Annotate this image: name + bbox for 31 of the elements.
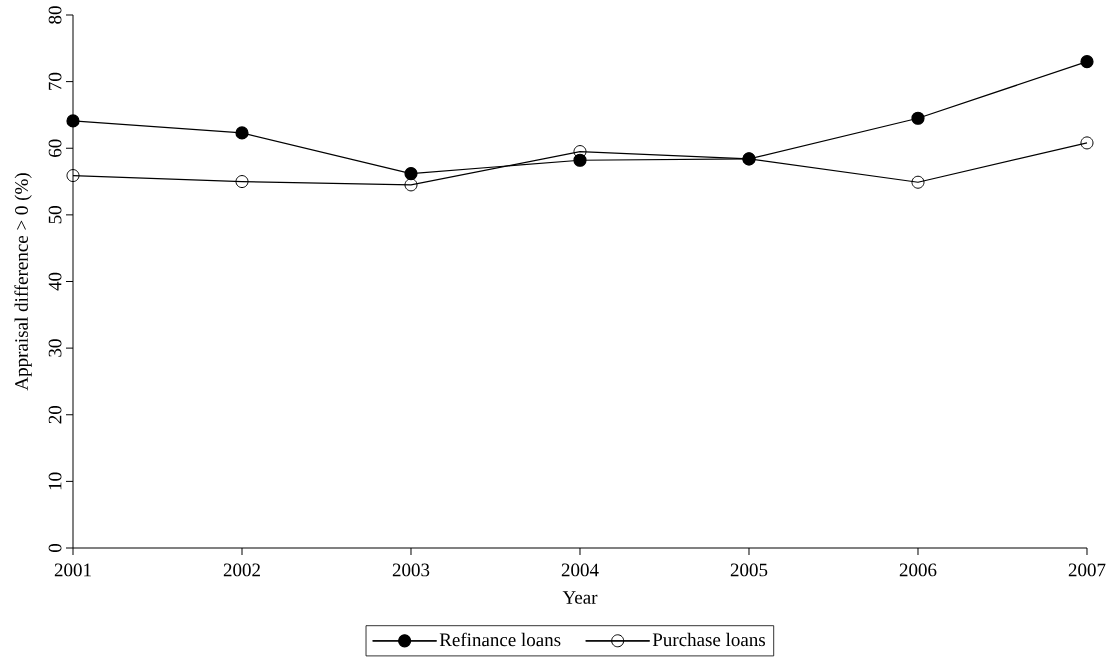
point xyxy=(573,153,587,167)
point xyxy=(911,175,925,189)
y-tick-label: 50 xyxy=(48,206,62,224)
point xyxy=(404,178,418,192)
point xyxy=(911,111,925,125)
point xyxy=(235,126,249,140)
y-tick-label: 20 xyxy=(48,405,62,424)
y-tick-label: 0 xyxy=(48,543,62,553)
y-tick-label: 80 xyxy=(48,6,62,24)
point xyxy=(66,114,80,128)
y-axis-title: Appraisal difference > 0 (%) xyxy=(14,173,32,391)
x-tick-label: 2005 xyxy=(730,563,768,577)
x-tick-label: 2001 xyxy=(54,563,91,577)
point xyxy=(1080,55,1094,69)
point xyxy=(66,169,80,183)
y-tick-label: 60 xyxy=(48,139,62,157)
legend-label: Purchase loans xyxy=(652,632,765,647)
x-tick-label: 2007 xyxy=(1068,563,1106,577)
point xyxy=(1080,136,1094,150)
legend-label: Refinance loans xyxy=(439,632,561,647)
x-axis-title: Year xyxy=(562,591,598,604)
x-tick-label: 2003 xyxy=(392,563,430,577)
y-tick-label: 40 xyxy=(48,272,62,291)
y-tick-label: 70 xyxy=(48,72,62,90)
x-tick-label: 2006 xyxy=(899,563,937,577)
x-tick-label: 2004 xyxy=(561,563,599,577)
x-tick-label: 2002 xyxy=(223,563,260,577)
point xyxy=(404,166,418,181)
y-tick-label: 10 xyxy=(48,472,62,490)
point xyxy=(235,175,249,189)
y-tick-label: 30 xyxy=(48,339,62,357)
